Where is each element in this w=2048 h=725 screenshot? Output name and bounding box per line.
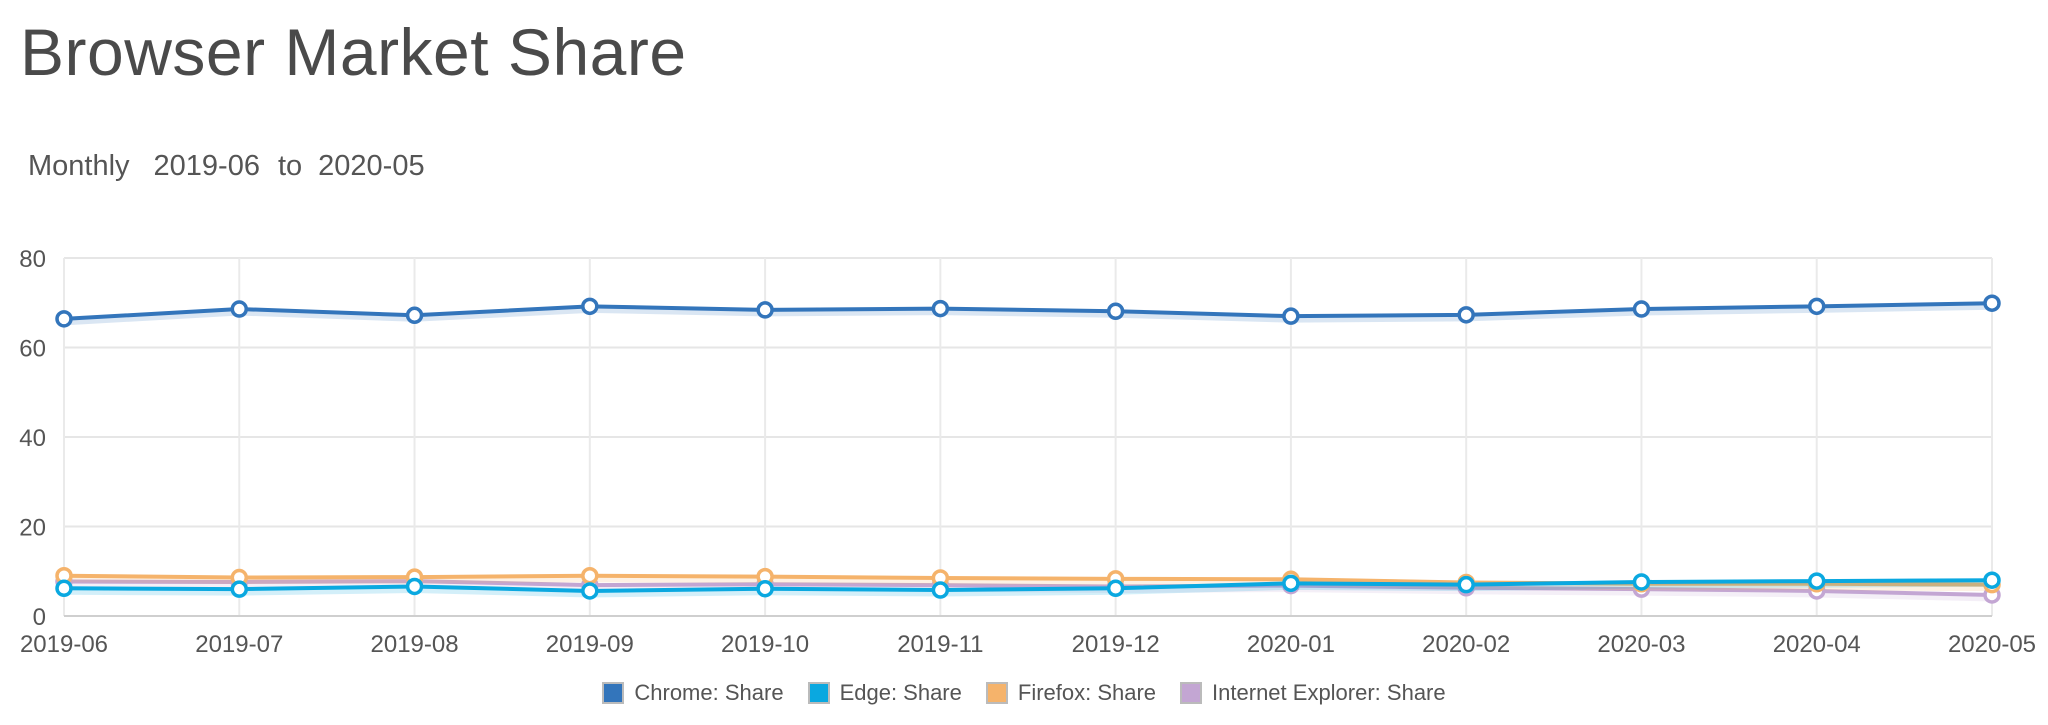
x-axis: 2019-06 2019-07 2019-08 2019-09 2019-10 2019-… [20,631,2036,658]
y-tick-label: 60 [19,336,46,363]
x-tick-label: 2019-07 [195,631,283,658]
legend-item[interactable]: Internet Explorer: Share [1180,680,1446,706]
data-point[interactable] [1106,579,1125,598]
legend-label: Internet Explorer: Share [1212,680,1446,705]
x-tick-label: 2019-11 [897,631,983,658]
chart-series [55,294,2001,604]
legend-label: Edge: Share [839,680,962,705]
data-point[interactable] [581,297,599,316]
x-tick-label: 2019-08 [371,631,459,658]
y-tick-label: 80 [19,246,46,273]
series-line [63,579,1993,597]
y-tick-label: 20 [19,515,46,542]
series-line [63,301,1993,321]
data-point[interactable] [1632,300,1651,318]
data-point[interactable] [1983,294,2001,312]
data-point[interactable] [1457,306,1475,324]
legend-label: Firefox: Share [1017,680,1157,705]
data-point[interactable] [581,582,599,600]
period-selector[interactable]: Monthly [28,150,130,182]
legend-swatch [985,682,1008,704]
data-point[interactable] [1282,574,1300,593]
y-tick-label: 0 [33,604,46,631]
data-point[interactable] [1807,572,1826,590]
data-point[interactable] [581,566,599,585]
data-point[interactable] [55,579,73,598]
data-point[interactable] [1282,307,1300,325]
start-date[interactable]: 2019-06 [153,150,260,182]
data-point[interactable] [756,579,774,598]
legend-swatch [807,682,830,704]
x-tick-label: 2019-09 [546,631,634,658]
data-point[interactable] [55,310,73,328]
y-tick-label: 40 [19,425,46,452]
chart-legend: Chrome: Share Edge: Share Firefox: Share In… [0,680,2048,706]
y-axis: 0 20 40 60 80 [19,246,46,631]
x-tick-label: 2019-12 [1072,631,1160,658]
data-point[interactable] [1632,573,1651,591]
data-point[interactable] [1457,575,1475,594]
data-point[interactable] [931,299,950,318]
data-point[interactable] [405,306,424,325]
end-date[interactable]: 2020-05 [318,150,425,182]
range-separator: to [277,150,303,182]
x-tick-label: 2020-04 [1773,631,1861,658]
x-tick-label: 2020-05 [1948,631,2036,658]
chart-grid [63,257,1993,617]
data-point[interactable] [230,580,249,598]
data-point[interactable] [405,577,424,596]
x-tick-label: 2020-01 [1247,631,1335,658]
series-line [63,578,1993,593]
data-point[interactable] [931,581,950,599]
data-point[interactable] [1983,571,2001,589]
legend-label: Chrome: Share [634,680,784,705]
x-tick-label: 2019-10 [721,631,809,658]
series-line-shadow [63,575,1993,592]
page-title: Browser Market Share [20,15,687,89]
data-point[interactable] [230,300,249,318]
data-point[interactable] [756,301,774,319]
legend-item[interactable]: Firefox: Share [985,680,1157,706]
data-point[interactable] [1807,297,1826,316]
data-point[interactable] [1106,302,1125,321]
x-tick-label: 2020-02 [1422,631,1510,658]
series-line-shadow [63,302,1993,326]
legend-swatch [602,682,625,704]
legend-swatch [1180,682,1203,704]
x-tick-label: 2020-03 [1597,631,1685,658]
date-range-selector: Monthly 2019-06 to 2020-05 [28,150,425,183]
legend-item[interactable]: Edge: Share [807,680,962,706]
x-tick-label: 2019-06 [20,631,108,658]
legend-item[interactable]: Chrome: Share [602,680,784,706]
series-line-shadow [63,579,1993,598]
